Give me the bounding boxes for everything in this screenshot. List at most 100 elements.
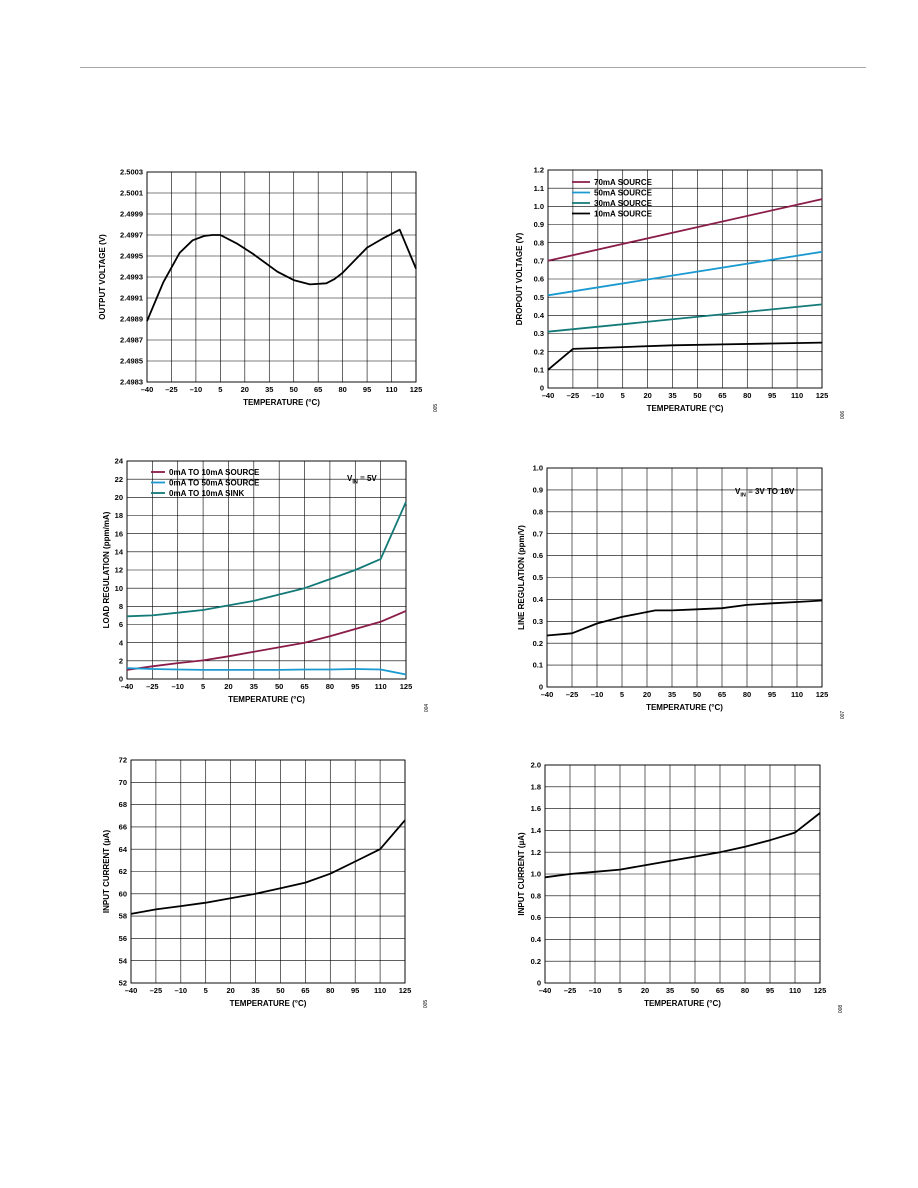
chart-5-x-tick-label: 65 (716, 986, 724, 995)
chart-5-y-tick-label: 0.6 (531, 913, 541, 922)
chart-4-x-tick-label: 110 (374, 986, 386, 995)
chart-0-y-axis-label: OUTPUT VOLTAGE (V) (98, 234, 107, 320)
dropout-voltage-chart: –40 –25 –10 5 20 35 50 65 80 95 110 125 0 0.1 0.2 0.3 0.… (515, 166, 846, 420)
chart-2-y-tick-label: 0 (119, 675, 123, 684)
chart-1-y-tick-label: 0.2 (534, 347, 544, 356)
chart-2-x-tick-label: –10 (171, 682, 184, 691)
chart-1-y-tick-label: 0.7 (534, 256, 544, 265)
chart-3-x-axis-label: TEMPERATURE (°C) (646, 703, 723, 712)
chart-5-y-tick-label: 1.4 (531, 826, 542, 835)
chart-0-x-tick-label: 80 (338, 385, 346, 394)
chart-3-y-tick-label: 0.7 (533, 529, 543, 538)
chart-1-series-line-3 (547, 341, 823, 371)
chart-2-y-tick-label: 14 (115, 547, 124, 556)
chart-1-legend-label: 70mA SOURCE (594, 178, 653, 187)
chart-0-x-tick-label: 20 (241, 385, 249, 394)
chart-1-y-tick-label: 0 (540, 384, 544, 393)
chart-4-series-line-0 (130, 819, 406, 915)
chart-4-x-tick-label: 50 (276, 986, 284, 995)
chart-5-y-tick-label: 1.6 (531, 804, 541, 813)
chart-2-legend-label: 0mA TO 10mA SINK (169, 489, 245, 498)
chart-5-y-tick-label: 0.2 (531, 957, 541, 966)
chart-1-y-tick-label: 0.8 (534, 238, 544, 247)
chart-4-x-tick-label: 65 (301, 986, 309, 995)
chart-2-y-tick-label: 18 (115, 511, 123, 520)
chart-3-y-tick-label: 0.3 (533, 617, 543, 626)
chart-0-x-tick-label: –25 (165, 385, 178, 394)
chart-3-y-tick-label: 0.4 (533, 595, 544, 604)
chart-5-x-tick-label: 5 (618, 986, 622, 995)
chart-0-x-tick-label: 125 (410, 385, 423, 394)
chart-3-y-tick-label: 0.8 (533, 507, 543, 516)
chart-3-x-tick-label: 80 (743, 690, 751, 699)
chart-2-x-tick-label: –25 (146, 682, 159, 691)
chart-3-x-tick-label: 20 (643, 690, 651, 699)
chart-2-x-tick-label: 5 (201, 682, 205, 691)
chart-0-x-tick-label: 65 (314, 385, 322, 394)
chart-3-y-tick-label: 0.6 (533, 551, 543, 560)
chart-5-x-axis-label: TEMPERATURE (°C) (644, 999, 721, 1008)
chart-1-series-line-1 (547, 250, 823, 297)
chart-2-plot-frame (126, 460, 407, 680)
chart-4-x-tick-label: –10 (175, 986, 188, 995)
chart-4-x-tick-label: –25 (150, 986, 163, 995)
chart-4-x-tick-label: 35 (251, 986, 259, 995)
chart-4-x-tick-label: –40 (125, 986, 138, 995)
chart-1-x-tick-label: –10 (592, 391, 605, 400)
chart-3-plot-frame (546, 467, 823, 688)
chart-0-x-axis-label: TEMPERATURE (°C) (243, 398, 320, 407)
chart-5-plot-frame (544, 764, 821, 984)
chart-1-x-tick-label: –40 (542, 391, 555, 400)
chart-1-y-tick-label: 0.3 (534, 329, 544, 338)
chart-4-grid (130, 759, 406, 984)
chart-1-x-tick-label: 5 (621, 391, 625, 400)
chart-2-y-tick-label: 8 (119, 602, 123, 611)
chart-4-x-tick-label: 80 (326, 986, 334, 995)
chart-3-series-line-0 (546, 599, 823, 637)
chart-4-y-tick-label: 62 (119, 867, 127, 876)
chart-1-y-tick-label: 1.0 (534, 202, 544, 211)
chart-3-x-tick-label: 35 (668, 690, 676, 699)
chart-0-y-tick-label: 2.4997 (120, 231, 143, 240)
chart-1-plot-frame (547, 169, 823, 389)
chart-3-figure-code: 007 (840, 711, 846, 720)
input-current-chart-a: –40 –25 –10 5 20 35 50 65 80 95 110 125 52 54 56 58 60 62… (102, 756, 429, 1009)
chart-4-y-tick-label: 70 (119, 778, 127, 787)
chart-0-x-tick-label: –10 (190, 385, 203, 394)
chart-3-y-tick-label: 0.9 (533, 486, 543, 495)
chart-4-y-tick-label: 54 (119, 956, 128, 965)
chart-5-y-tick-label: 1.8 (531, 782, 541, 791)
chart-2-series-line-0 (126, 610, 407, 671)
chart-2-y-tick-label: 12 (115, 566, 123, 575)
chart-2-y-tick-label: 22 (115, 475, 123, 484)
chart-2-x-tick-label: 110 (375, 682, 387, 691)
chart-1-figure-code: 006 (840, 411, 846, 420)
chart-3-x-tick-label: 50 (693, 690, 701, 699)
chart-2-y-tick-label: 20 (115, 493, 123, 502)
header-rule (80, 67, 866, 68)
chart-2-x-axis-label: TEMPERATURE (°C) (228, 695, 305, 704)
chart-1-y-tick-label: 0.4 (534, 311, 545, 320)
chart-0-x-tick-label: 50 (290, 385, 298, 394)
chart-2-legend: 0mA TO 10mA SOURCE 0mA TO 50mA SOURCE0mA … (151, 468, 260, 498)
chart-1-y-axis-label: DROPOUT VOLTAGE (V) (515, 232, 524, 325)
chart-0-plot-frame (146, 171, 417, 383)
chart-1-x-tick-label: 20 (643, 391, 651, 400)
chart-0-x-tick-label: –40 (141, 385, 154, 394)
chart-5-x-tick-label: 50 (691, 986, 699, 995)
chart-5-x-tick-label: 80 (741, 986, 749, 995)
chart-1-y-tick-label: 0.1 (534, 365, 544, 374)
chart-1-x-tick-label: 125 (816, 391, 829, 400)
chart-5-x-tick-label: –25 (564, 986, 577, 995)
output-voltage-chart: –40 –25 –10 5 20 35 50 65 80 95 110 125 2.4983 2.4985… (98, 168, 439, 413)
chart-4-y-tick-label: 72 (119, 756, 127, 765)
chart-5-y-tick-label: 1.2 (531, 848, 541, 857)
chart-5-x-tick-label: 35 (666, 986, 674, 995)
chart-2-x-tick-label: –40 (121, 682, 134, 691)
chart-5-y-axis-label: INPUT CURRENT (µA) (517, 832, 526, 916)
chart-2-x-tick-label: 65 (300, 682, 308, 691)
chart-1-x-tick-label: 80 (743, 391, 751, 400)
chart-0-y-tick-label: 2.4989 (120, 315, 143, 324)
chart-1-x-tick-label: 110 (791, 391, 803, 400)
